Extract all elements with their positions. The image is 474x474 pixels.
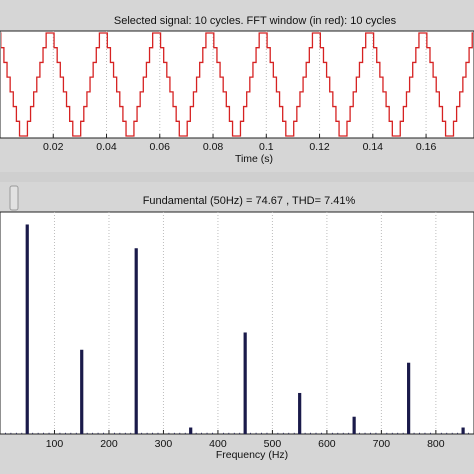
spectrum-plot-area [0,211,474,435]
signal-waveform [1,32,473,137]
signal-line [1,32,473,137]
spectrum-title: Fundamental (50Hz) = 74.67 , THD= 7.41% [143,195,356,207]
signal-title: Selected signal: 10 cycles. FFT window (… [114,15,397,27]
signal-tick-label: 0.08 [203,141,224,153]
spectrum-bar [25,224,29,434]
signal-tick-label: 0.02 [43,141,64,153]
spectrum-bar [352,416,356,434]
spectrum-tick-label: 500 [264,438,282,450]
spectrum-bar [80,349,84,434]
spectrum-tick-label: 600 [318,438,336,450]
spectrum-bar [461,427,465,434]
signal-tick-label: 0.12 [309,141,330,153]
spectrum-x-axis-label: Frequency (Hz) [216,449,288,461]
figure-separator [0,172,474,182]
spectrum-bar [407,362,411,434]
spectrum-bar [243,332,247,434]
spectrum-x-ticks: 100 200 300 400 500 600 700 800 [46,430,445,450]
time-domain-figure: Selected signal: 10 cycles. FFT window (… [0,0,474,172]
spectrum-grid [53,212,437,434]
spectrum-tick-label: 700 [373,438,391,450]
signal-x-axis-label: Time (s) [235,153,273,165]
signal-tick-label: 0.16 [416,141,437,153]
spectrum-bar [189,427,193,434]
scroll-handle-icon[interactable] [9,185,19,211]
spectrum-bars [5,224,469,434]
spectrum-tick-label: 200 [100,438,118,450]
spectrum-bar [298,392,302,434]
signal-tick-label: 0.14 [363,141,384,153]
signal-x-ticks: 0.02 0.04 0.06 0.08 0.1 0.12 0.14 0.16 [43,134,436,153]
spectrum-tick-label: 100 [46,438,64,450]
signal-tick-label: 0.04 [96,141,117,153]
spectrum-tick-label: 300 [155,438,173,450]
spectrum-tick-label: 800 [427,438,445,450]
spectrum-bar [134,248,138,434]
signal-tick-label: 0.1 [259,141,274,153]
signal-tick-label: 0.06 [150,141,171,153]
signal-plot-area [0,30,474,139]
spectrum-tick-label: 400 [209,438,227,450]
